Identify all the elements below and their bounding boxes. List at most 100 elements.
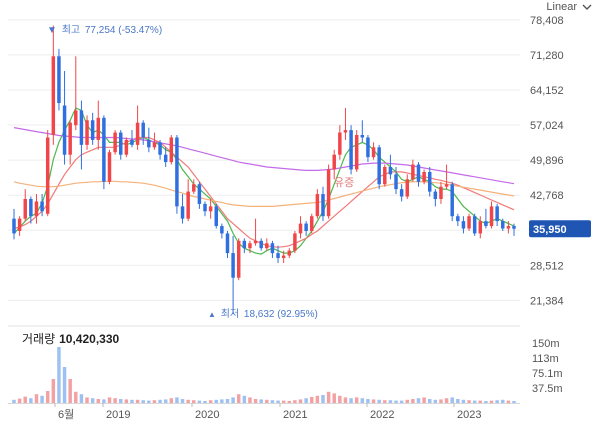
candle bbox=[124, 137, 129, 158]
volume-bar bbox=[192, 400, 196, 403]
volume-title-value: 10,420,330 bbox=[59, 332, 120, 346]
volume-bar bbox=[512, 401, 516, 403]
candle bbox=[321, 186, 325, 222]
candle bbox=[354, 130, 359, 172]
price-tick-label: 78,408 bbox=[530, 15, 564, 27]
price-axis-labels: 78,40871,28064,15257,02449,89642,76835,6… bbox=[530, 15, 564, 308]
volume-bar bbox=[354, 397, 359, 403]
volume-bar bbox=[208, 400, 213, 403]
volume-bar bbox=[253, 399, 258, 403]
volume-bar bbox=[287, 401, 292, 403]
price-tick-label: 57,024 bbox=[530, 120, 564, 132]
volume-bar bbox=[388, 400, 393, 403]
volume-bar bbox=[366, 399, 370, 403]
volume-bar bbox=[467, 400, 471, 403]
volume-bar bbox=[326, 391, 331, 403]
volume-bar bbox=[175, 397, 179, 403]
candle bbox=[411, 159, 415, 182]
candle bbox=[197, 181, 202, 209]
candle bbox=[332, 149, 336, 180]
rights-offering-note: 유증 bbox=[334, 176, 354, 189]
candle bbox=[360, 120, 365, 143]
candle bbox=[472, 213, 477, 236]
candle bbox=[62, 71, 67, 165]
volume-bar bbox=[242, 395, 247, 403]
candle bbox=[242, 238, 247, 254]
volume-bar bbox=[399, 400, 404, 403]
volume-bar bbox=[343, 397, 348, 403]
volume-bar bbox=[169, 398, 174, 403]
volume-bar bbox=[135, 399, 140, 403]
candle bbox=[304, 221, 308, 236]
candle bbox=[34, 194, 39, 224]
volume-tick-label: 75.1m bbox=[532, 368, 563, 380]
volume-bar bbox=[214, 399, 218, 403]
volume-bar bbox=[197, 400, 202, 403]
candle bbox=[489, 201, 494, 229]
candle bbox=[293, 230, 297, 254]
volume-bar bbox=[259, 399, 263, 403]
volume-bar bbox=[107, 397, 112, 403]
candle bbox=[236, 238, 241, 281]
volume-bar bbox=[74, 391, 78, 403]
volume-bar bbox=[220, 399, 224, 403]
candle bbox=[203, 201, 207, 217]
volume-axis-labels: 150m 113m 75.1m 37.5m bbox=[532, 338, 563, 395]
volume-bar bbox=[152, 400, 157, 403]
candle bbox=[506, 221, 511, 234]
candle bbox=[192, 179, 196, 195]
candle bbox=[45, 130, 50, 217]
candle bbox=[349, 125, 353, 175]
candle bbox=[57, 48, 61, 111]
candle bbox=[298, 216, 303, 239]
high-marker-icon: ▼ bbox=[47, 25, 57, 36]
volume-bar bbox=[40, 395, 44, 403]
candle bbox=[270, 240, 275, 259]
candle bbox=[158, 139, 162, 160]
candle bbox=[433, 189, 438, 207]
candle bbox=[51, 25, 56, 145]
high-value: 77,254 (-53.47%) bbox=[85, 25, 162, 36]
volume-bar bbox=[45, 391, 50, 403]
volume-bar bbox=[338, 395, 342, 403]
volume-bar bbox=[501, 399, 505, 403]
candle bbox=[169, 135, 174, 165]
candle bbox=[444, 164, 449, 190]
candle bbox=[427, 167, 432, 197]
candle bbox=[416, 162, 421, 187]
candle bbox=[23, 189, 27, 222]
candle bbox=[175, 135, 179, 214]
volume-bar bbox=[248, 397, 252, 403]
scale-selector-label: Linear bbox=[546, 1, 577, 13]
candle bbox=[495, 203, 499, 227]
price-grid bbox=[8, 19, 520, 301]
volume-bar bbox=[411, 399, 415, 403]
volume-bar bbox=[225, 399, 230, 403]
candle bbox=[405, 174, 409, 199]
time-tick-label: 2020 bbox=[195, 409, 219, 421]
candle bbox=[276, 245, 280, 263]
candle bbox=[366, 135, 370, 163]
candle bbox=[135, 105, 140, 150]
volume-bar bbox=[349, 398, 353, 403]
candlestick-series bbox=[12, 25, 516, 314]
scale-selector[interactable]: Linear bbox=[546, 1, 592, 13]
time-axis-labels: 6월 2019 2020 2021 2022 2023 bbox=[54, 403, 481, 421]
time-tick-label: 2019 bbox=[106, 409, 130, 421]
volume-bar bbox=[236, 394, 241, 403]
volume-bar bbox=[186, 399, 190, 403]
candle bbox=[259, 238, 263, 251]
volume-bar bbox=[293, 400, 297, 403]
volume-bar bbox=[489, 400, 494, 403]
volume-bar bbox=[147, 400, 151, 403]
candle bbox=[326, 164, 331, 219]
candle bbox=[383, 164, 387, 187]
volume-bar bbox=[163, 399, 168, 403]
candle bbox=[484, 208, 488, 229]
volume-bar bbox=[310, 397, 314, 403]
candle bbox=[343, 107, 348, 140]
volume-tick-label: 150m bbox=[532, 338, 560, 350]
volume-bar bbox=[416, 398, 421, 403]
candle bbox=[74, 56, 78, 131]
volume-bar bbox=[315, 395, 320, 403]
